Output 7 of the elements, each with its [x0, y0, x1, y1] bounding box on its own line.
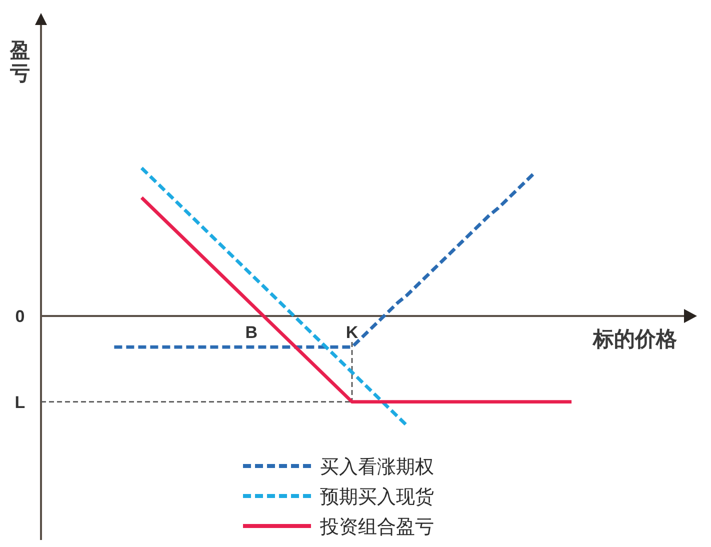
x-axis-title: 标的价格 — [592, 328, 678, 351]
legend-label: 预期买入现货 — [320, 487, 434, 508]
y-axis-title: 盈亏 — [9, 40, 30, 85]
ref-line-label: L — [14, 392, 26, 412]
legend-label: 投资组合盈亏 — [319, 517, 434, 538]
legend-label: 买入看涨期权 — [320, 457, 434, 478]
text: 0 — [15, 307, 25, 326]
